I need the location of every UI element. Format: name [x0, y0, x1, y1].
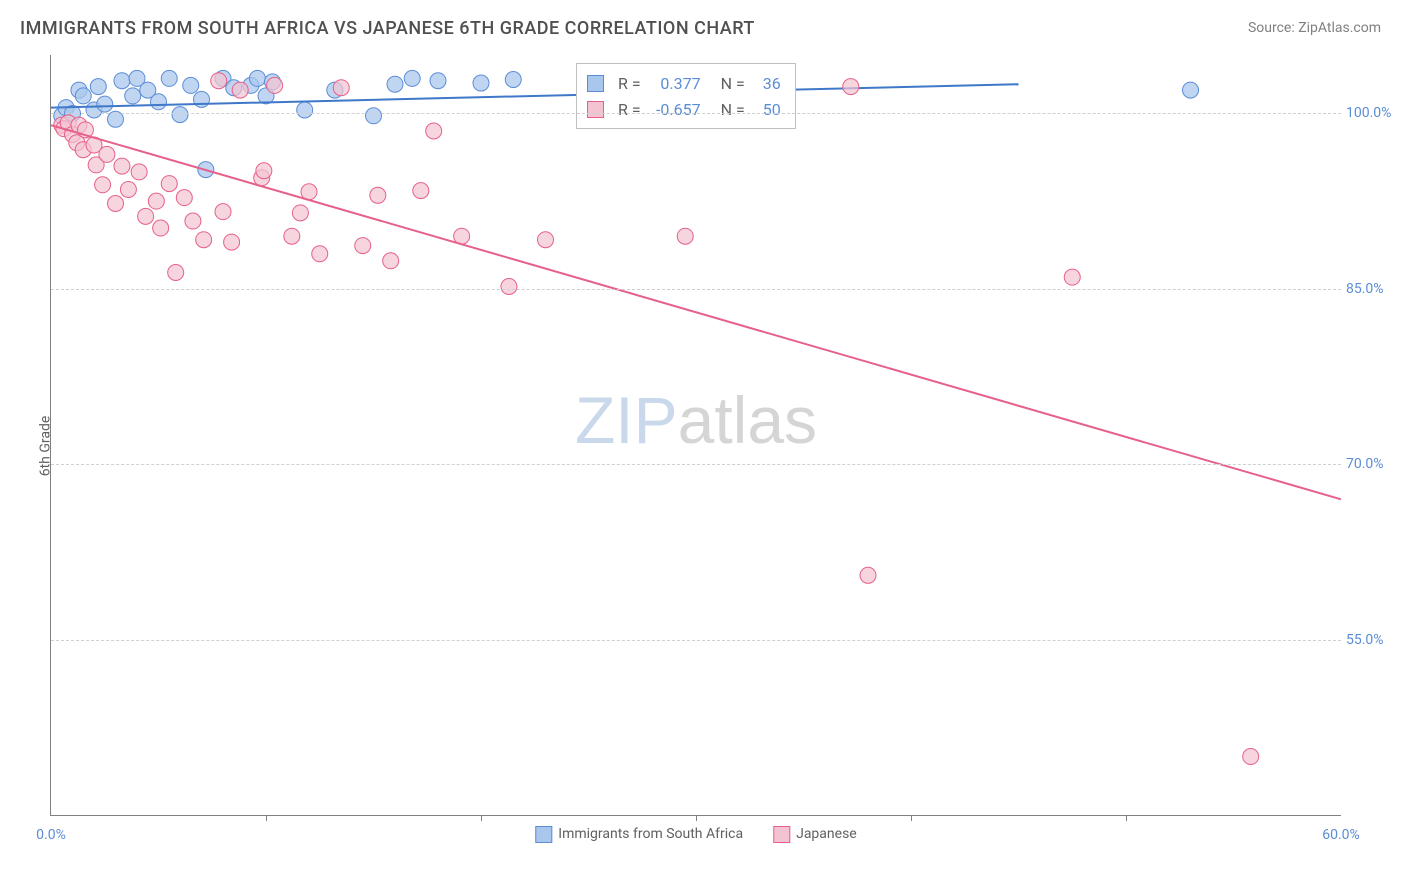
x-tick-label: 60.0%	[1322, 827, 1360, 843]
data-point	[153, 220, 169, 236]
data-point	[312, 246, 328, 262]
source-label: Source: ZipAtlas.com	[1248, 20, 1381, 36]
data-point	[355, 238, 371, 254]
data-point	[168, 264, 184, 280]
data-point	[413, 183, 429, 199]
bottom-legend: Immigrants from South Africa Japanese	[535, 826, 856, 843]
data-point	[366, 108, 382, 124]
data-point	[501, 279, 517, 295]
stats-row: R =-0.657N =50	[587, 96, 781, 122]
y-tick-label: 55.0%	[1346, 632, 1401, 648]
data-point	[185, 213, 201, 229]
data-point	[267, 77, 283, 93]
data-point	[125, 88, 141, 104]
data-point	[97, 96, 113, 112]
data-point	[843, 79, 859, 95]
data-point	[131, 164, 147, 180]
data-point	[292, 205, 308, 221]
data-point	[860, 567, 876, 583]
y-tick-label: 70.0%	[1346, 456, 1401, 472]
x-tick	[481, 815, 482, 821]
gridline	[51, 640, 1341, 641]
data-point	[1243, 749, 1259, 765]
y-tick-label: 85.0%	[1346, 281, 1401, 297]
data-point	[108, 195, 124, 211]
legend-item: Immigrants from South Africa	[535, 826, 743, 843]
data-point	[256, 163, 272, 179]
data-point	[473, 75, 489, 91]
x-tick	[266, 815, 267, 821]
data-point	[224, 234, 240, 250]
data-point	[215, 204, 231, 220]
data-point	[538, 232, 554, 248]
data-point	[249, 70, 265, 86]
data-point	[196, 232, 212, 248]
data-point	[172, 107, 188, 123]
legend-item: Japanese	[773, 826, 857, 843]
data-point	[677, 228, 693, 244]
data-point	[426, 123, 442, 139]
data-point	[430, 73, 446, 89]
gridline	[51, 464, 1341, 465]
data-point	[1064, 269, 1080, 285]
data-point	[370, 187, 386, 203]
regression-line	[51, 125, 1341, 499]
stats-row: R =0.377N =36	[587, 70, 781, 96]
data-point	[1183, 82, 1199, 98]
data-point	[114, 73, 130, 89]
data-point	[383, 253, 399, 269]
data-point	[148, 193, 164, 209]
data-point	[138, 208, 154, 224]
data-point	[120, 181, 136, 197]
data-point	[151, 94, 167, 110]
data-point	[176, 190, 192, 206]
data-point	[284, 228, 300, 244]
data-point	[232, 82, 248, 98]
gridline	[51, 113, 1341, 114]
data-point	[90, 79, 106, 95]
chart-title: IMMIGRANTS FROM SOUTH AFRICA VS JAPANESE…	[20, 18, 755, 39]
x-tick	[911, 815, 912, 821]
gridline	[51, 289, 1341, 290]
data-point	[75, 88, 91, 104]
chart-svg	[51, 55, 1341, 815]
data-point	[161, 70, 177, 86]
data-point	[161, 176, 177, 192]
x-tick-label: 0.0%	[36, 827, 66, 843]
data-point	[333, 80, 349, 96]
data-point	[387, 76, 403, 92]
plot-area: ZIPatlas R =0.377N =36R =-0.657N =50 Imm…	[50, 55, 1341, 816]
data-point	[211, 73, 227, 89]
data-point	[99, 146, 115, 162]
x-tick	[696, 815, 697, 821]
stats-legend: R =0.377N =36R =-0.657N =50	[576, 63, 796, 129]
data-point	[297, 102, 313, 118]
data-point	[404, 70, 420, 86]
data-point	[505, 72, 521, 88]
data-point	[183, 77, 199, 93]
data-point	[95, 177, 111, 193]
x-tick	[1126, 815, 1127, 821]
y-tick-label: 100.0%	[1346, 105, 1401, 121]
data-point	[114, 158, 130, 174]
